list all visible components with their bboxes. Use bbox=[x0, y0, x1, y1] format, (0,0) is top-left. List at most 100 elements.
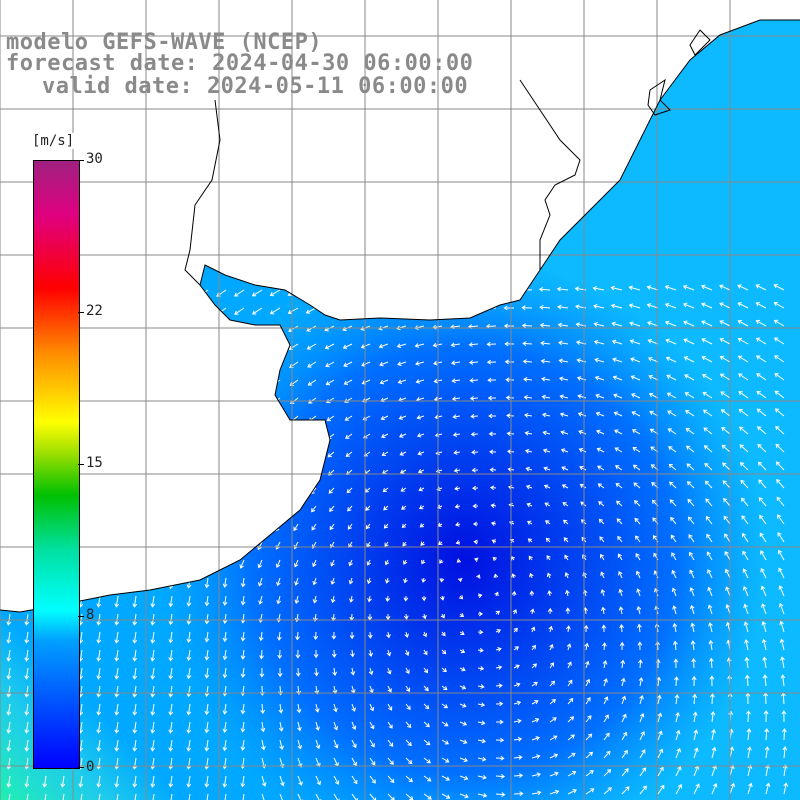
wind-arrow bbox=[721, 427, 731, 435]
wind-arrow bbox=[705, 498, 713, 507]
wind-arrow bbox=[168, 739, 174, 752]
wind-arrow bbox=[557, 322, 569, 328]
wind-arrow bbox=[701, 355, 713, 363]
wind-arrow bbox=[567, 661, 572, 669]
wind-arrow bbox=[403, 595, 409, 602]
wind-arrow bbox=[657, 784, 665, 795]
wind-arrow bbox=[441, 703, 449, 709]
wind-arrow bbox=[621, 695, 627, 705]
wind-arrow bbox=[758, 479, 767, 489]
wind-arrow bbox=[503, 305, 515, 311]
wind-arrow bbox=[330, 595, 336, 604]
wind-arrow bbox=[451, 396, 461, 402]
wind-arrow bbox=[783, 782, 789, 795]
wind-arrow bbox=[756, 426, 767, 435]
wind-arrow bbox=[566, 643, 572, 651]
wind-arrow bbox=[347, 505, 353, 512]
wind-arrow bbox=[421, 559, 426, 565]
wind-arrow bbox=[327, 451, 335, 458]
wind-arrow bbox=[450, 342, 461, 348]
wind-arrow bbox=[585, 660, 590, 669]
wind-arrow bbox=[96, 721, 102, 734]
wind-arrow bbox=[186, 649, 192, 662]
wind-arrow bbox=[132, 631, 138, 644]
wind-arrow bbox=[24, 703, 30, 716]
wind-arrow bbox=[454, 486, 461, 491]
wind-arrow bbox=[345, 433, 353, 439]
wind-arrow bbox=[348, 577, 354, 585]
wind-arrow bbox=[544, 502, 551, 507]
wind-arrow bbox=[453, 450, 461, 455]
wind-arrow bbox=[560, 448, 569, 453]
wind-arrow bbox=[24, 721, 30, 734]
wind-arrow bbox=[419, 523, 425, 528]
wind-arrow bbox=[24, 613, 30, 626]
wind-arrow bbox=[773, 301, 785, 309]
wind-arrow bbox=[598, 518, 605, 525]
wind-arrow bbox=[669, 481, 677, 489]
wind-arrow bbox=[585, 696, 591, 705]
wind-arrow bbox=[495, 719, 504, 725]
wind-arrow bbox=[632, 447, 641, 453]
wind-arrow bbox=[739, 444, 749, 453]
wind-arrow bbox=[293, 559, 299, 568]
wind-arrow bbox=[523, 395, 533, 400]
wind-arrow bbox=[404, 649, 410, 656]
wind-arrow bbox=[740, 479, 749, 489]
wind-arrow bbox=[541, 394, 551, 400]
wind-arrow bbox=[6, 649, 12, 662]
wind-arrow bbox=[549, 698, 556, 705]
wind-arrow bbox=[531, 736, 540, 741]
wind-arrow bbox=[459, 757, 469, 763]
wind-arrow bbox=[459, 721, 468, 726]
wind-arrow bbox=[275, 559, 281, 568]
wind-arrow bbox=[490, 521, 497, 526]
wind-arrow bbox=[513, 791, 524, 797]
wind-arrow bbox=[186, 595, 192, 607]
wind-arrow bbox=[531, 772, 542, 778]
wind-arrow bbox=[703, 427, 713, 435]
wind-arrow bbox=[722, 480, 731, 489]
wind-arrow bbox=[240, 739, 246, 751]
wind-arrow bbox=[366, 577, 372, 585]
wind-arrow bbox=[759, 532, 767, 543]
wind-arrow bbox=[368, 649, 374, 657]
wind-arrow bbox=[222, 631, 228, 643]
wind-arrow bbox=[204, 703, 210, 716]
wind-arrow bbox=[685, 445, 695, 453]
wind-arrow bbox=[684, 392, 695, 399]
wind-arrow bbox=[773, 337, 785, 345]
wind-arrow bbox=[168, 775, 174, 788]
wind-arrow bbox=[307, 379, 317, 386]
wind-arrow bbox=[777, 514, 785, 525]
wind-arrow bbox=[474, 557, 479, 563]
wind-arrow bbox=[313, 631, 319, 641]
country-border bbox=[184, 99, 221, 286]
wind-arrow bbox=[477, 684, 485, 689]
wind-arrow bbox=[758, 497, 767, 507]
wind-arrow bbox=[368, 667, 374, 676]
wind-arrow bbox=[775, 461, 785, 471]
wind-arrow bbox=[719, 302, 731, 309]
wind-arrow bbox=[720, 391, 731, 399]
wind-arrow bbox=[719, 320, 731, 327]
wind-arrow bbox=[673, 658, 679, 669]
wind-arrow bbox=[639, 749, 646, 759]
colorbar bbox=[33, 160, 80, 769]
wind-arrow bbox=[757, 443, 767, 453]
wind-arrow bbox=[423, 667, 429, 674]
wind-arrow bbox=[621, 768, 629, 777]
wind-arrow bbox=[423, 775, 432, 782]
wind-arrow bbox=[257, 577, 263, 587]
wind-arrow bbox=[132, 739, 138, 752]
wind-arrow bbox=[669, 499, 677, 507]
wind-arrow bbox=[584, 642, 590, 651]
wind-arrow bbox=[528, 555, 533, 561]
wind-arrow bbox=[737, 337, 749, 345]
wind-arrow bbox=[561, 466, 569, 471]
wind-arrow bbox=[472, 503, 479, 509]
wind-arrow bbox=[565, 607, 571, 615]
wind-arrow bbox=[665, 356, 677, 363]
wind-arrow bbox=[738, 408, 749, 417]
